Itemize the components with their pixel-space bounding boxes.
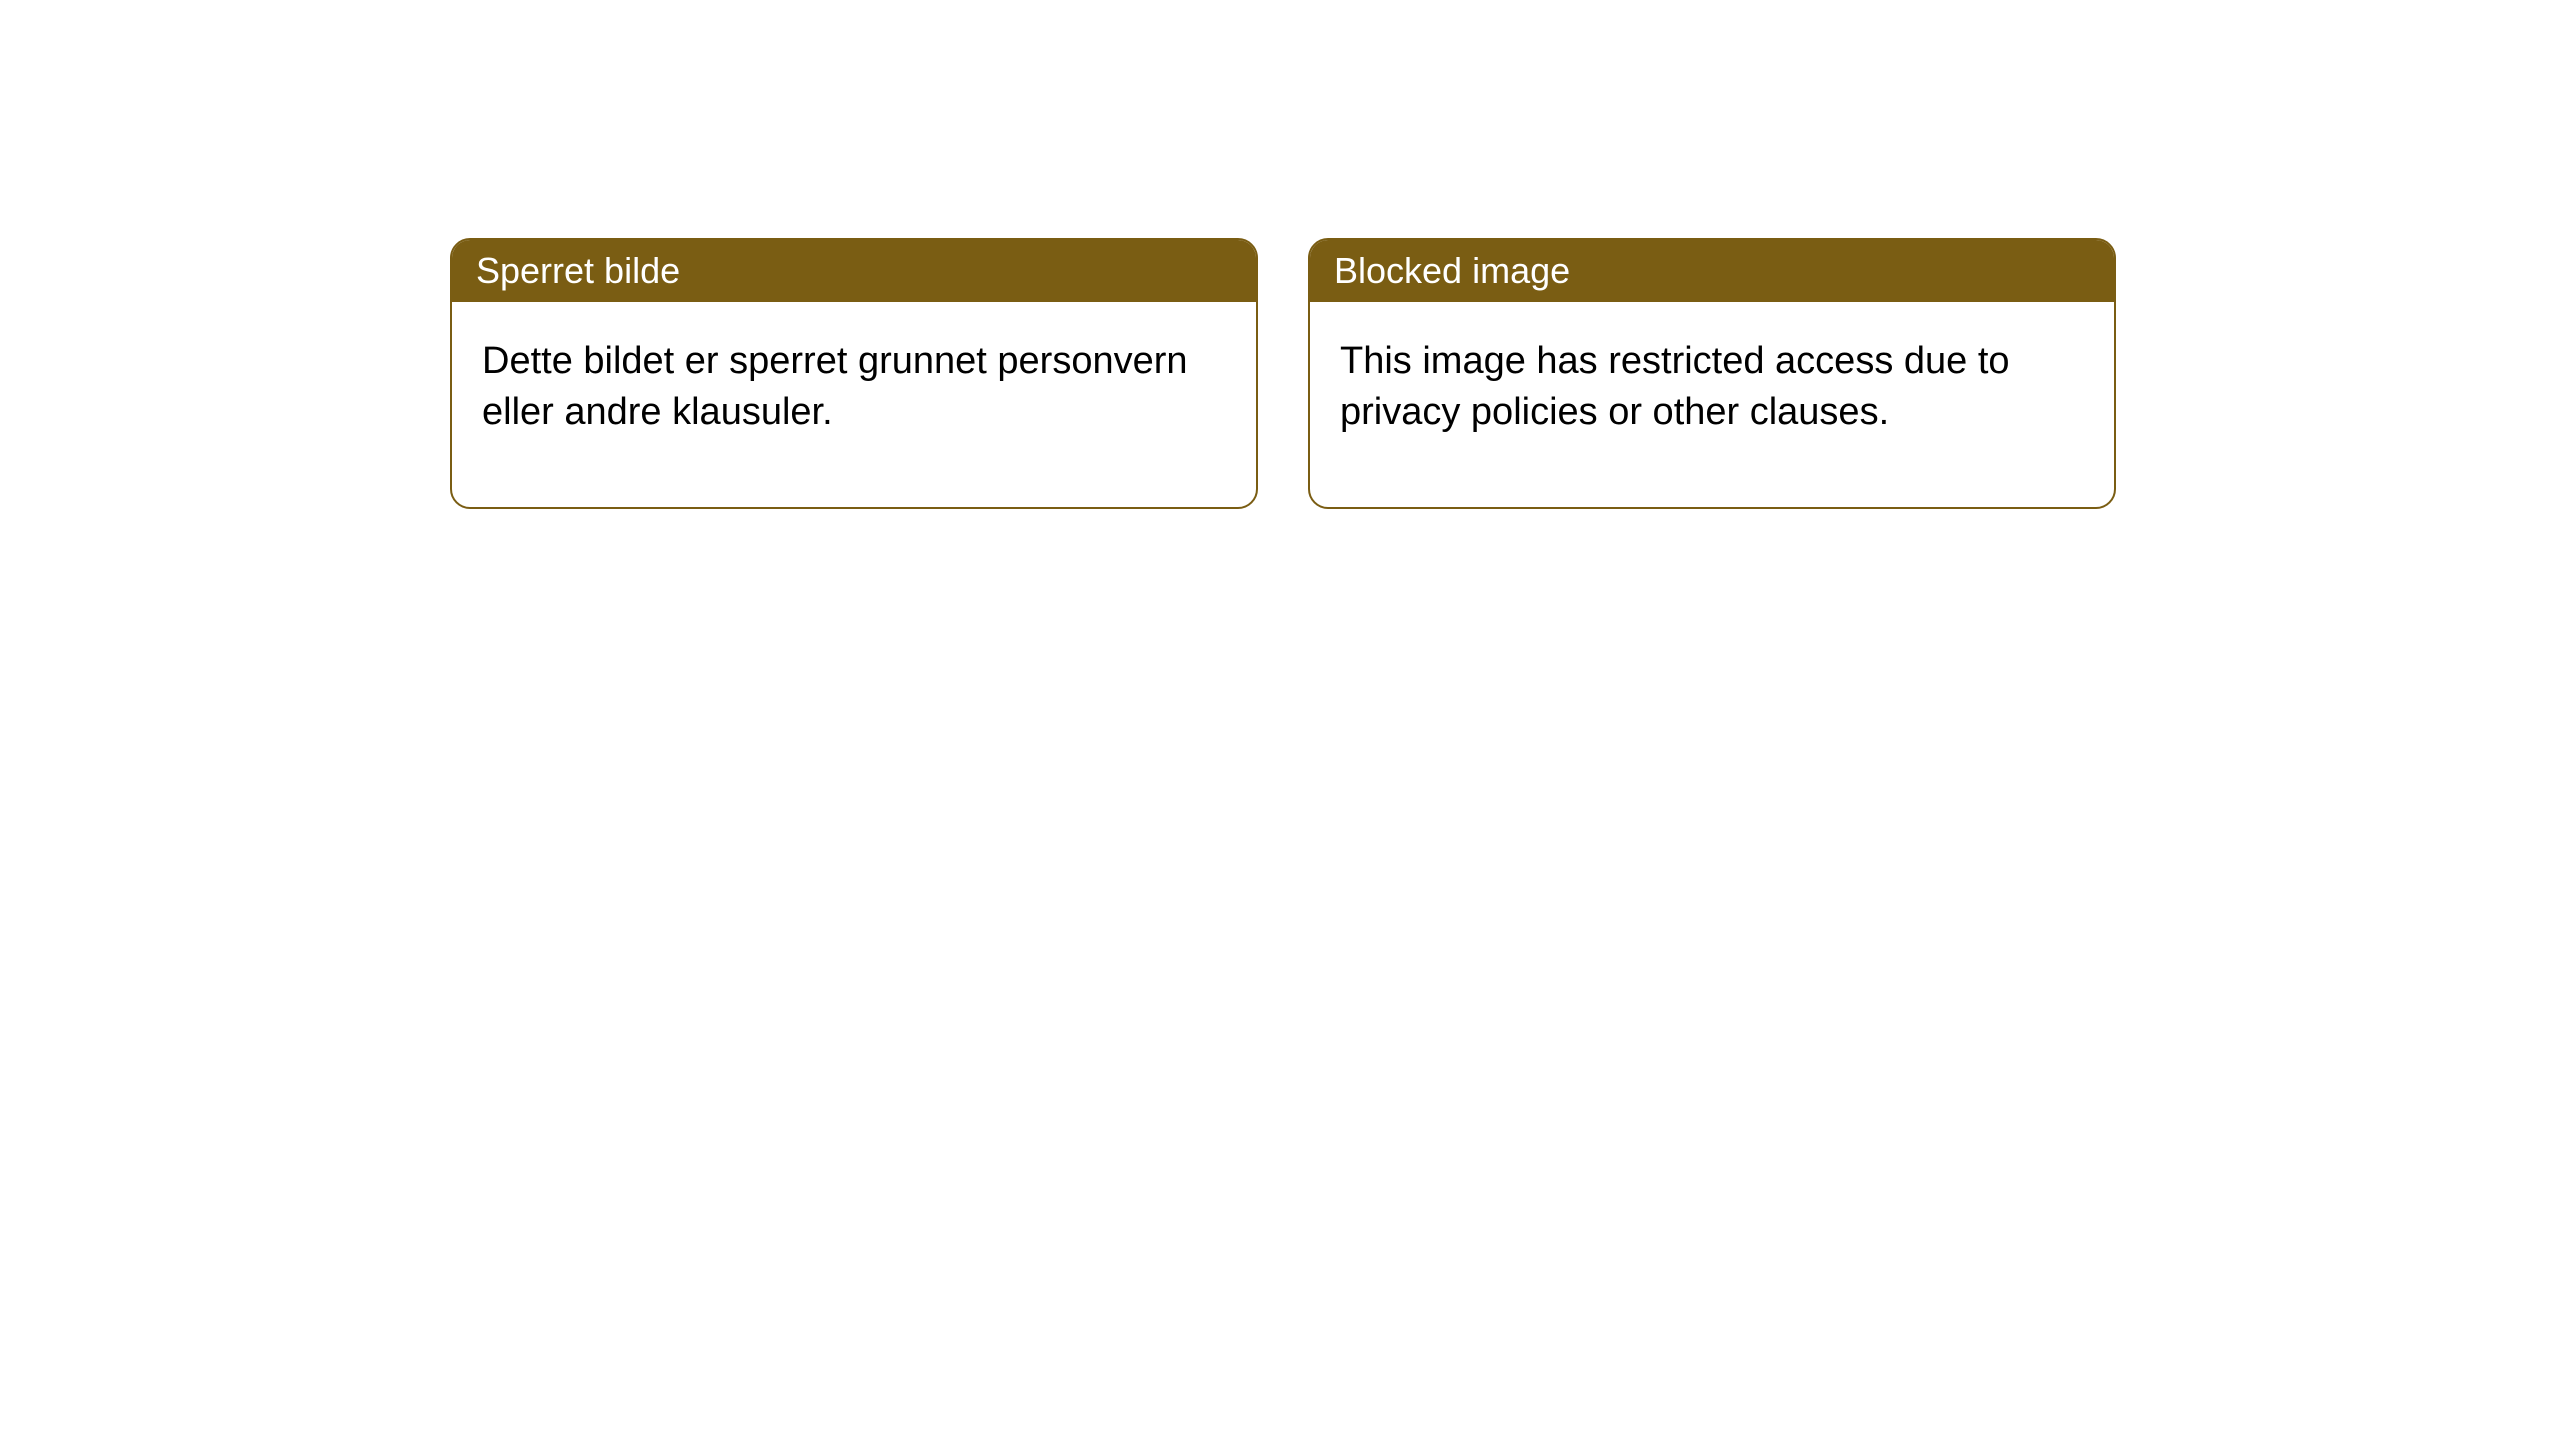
notice-card-norwegian: Sperret bilde Dette bildet er sperret gr…	[450, 238, 1258, 509]
notice-card-body: This image has restricted access due to …	[1310, 302, 2114, 507]
notice-cards-container: Sperret bilde Dette bildet er sperret gr…	[450, 238, 2116, 509]
notice-card-title: Blocked image	[1310, 240, 2114, 302]
notice-card-title: Sperret bilde	[452, 240, 1256, 302]
notice-card-body: Dette bildet er sperret grunnet personve…	[452, 302, 1256, 507]
notice-card-english: Blocked image This image has restricted …	[1308, 238, 2116, 509]
